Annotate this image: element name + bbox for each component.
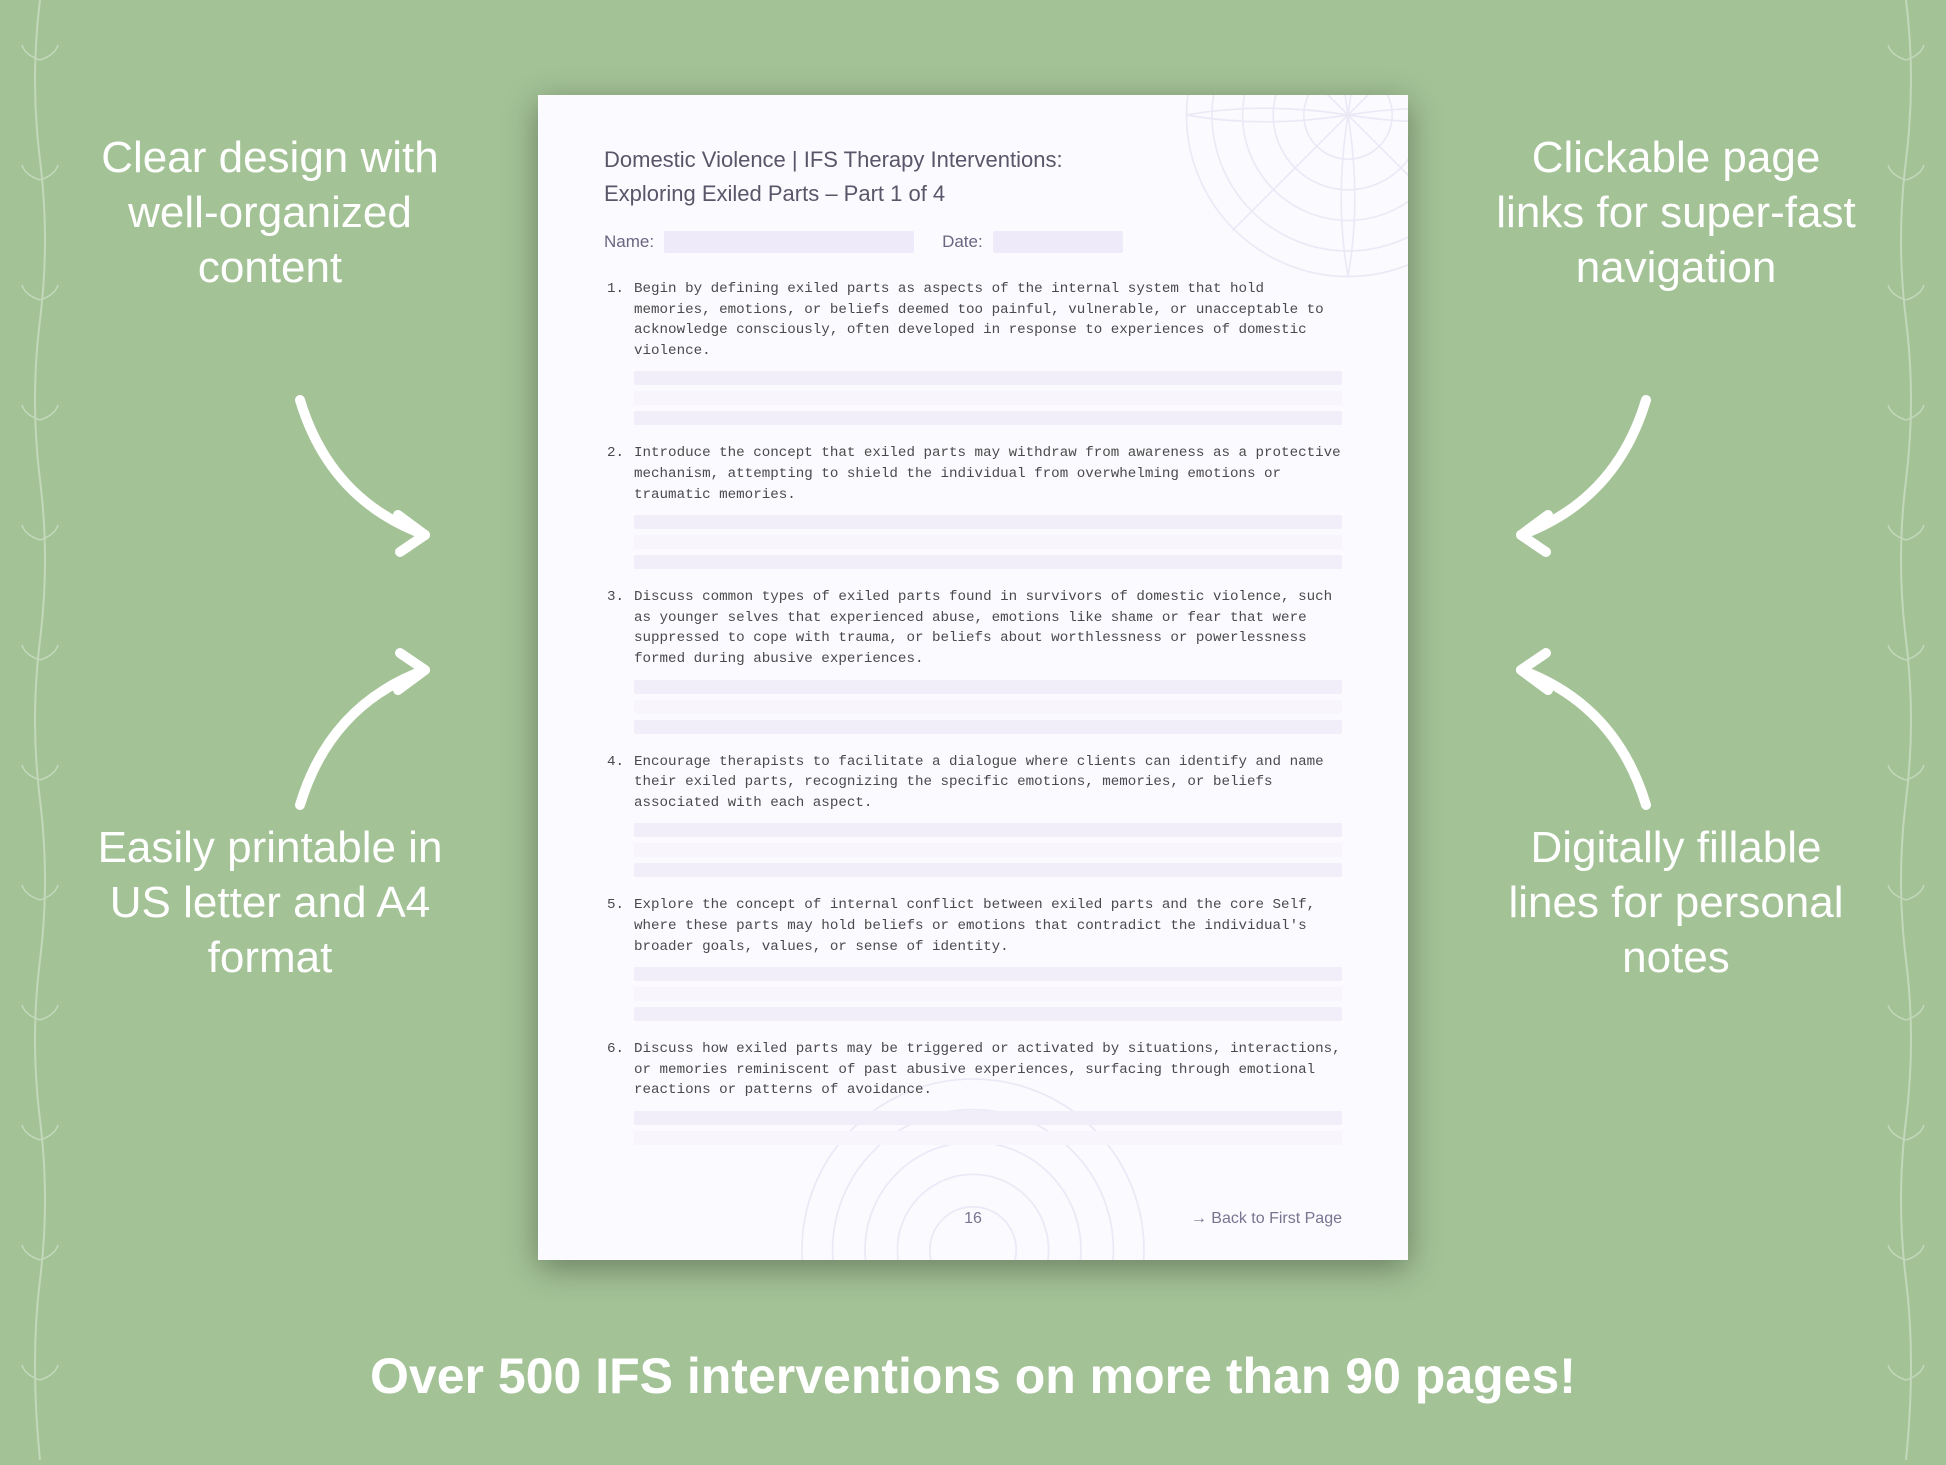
fillable-line[interactable] (634, 1131, 1342, 1145)
fillable-line[interactable] (634, 1111, 1342, 1125)
fillable-line[interactable] (634, 700, 1342, 714)
fillable-lines (634, 1111, 1342, 1145)
document-item: 5.Explore the concept of internal confli… (604, 895, 1342, 1021)
document-item: 2.Introduce the concept that exiled part… (604, 443, 1342, 569)
item-number: 3. (604, 587, 624, 669)
document-item: 1.Begin by defining exiled parts as aspe… (604, 279, 1342, 425)
document-item: 4.Encourage therapists to facilitate a d… (604, 752, 1342, 878)
fillable-line[interactable] (634, 535, 1342, 549)
vine-border-left (10, 0, 70, 1460)
document-meta-row: Name: Date: (604, 231, 1342, 253)
document-footer: 16 → Back to First Page (604, 1210, 1342, 1228)
vine-border-right (1876, 0, 1936, 1460)
arrow-top-left-icon (280, 380, 440, 560)
item-number: 2. (604, 443, 624, 505)
item-text: Begin by defining exiled parts as aspect… (634, 279, 1342, 361)
document-title: Domestic Violence | IFS Therapy Interven… (604, 147, 1342, 173)
callout-bottom-right: Digitally fillable lines for personal no… (1486, 820, 1866, 985)
fillable-lines (634, 823, 1342, 877)
name-input[interactable] (664, 231, 914, 253)
fillable-line[interactable] (634, 515, 1342, 529)
arrow-bottom-right-icon (1506, 645, 1666, 825)
fillable-line[interactable] (634, 391, 1342, 405)
date-label: Date: (942, 232, 983, 252)
fillable-line[interactable] (634, 680, 1342, 694)
document-item: 6.Discuss how exiled parts may be trigge… (604, 1039, 1342, 1145)
item-text: Explore the concept of internal conflict… (634, 895, 1342, 957)
fillable-line[interactable] (634, 555, 1342, 569)
callout-top-left: Clear design with well-organized content (80, 130, 460, 295)
document-items-list: 1.Begin by defining exiled parts as aspe… (604, 279, 1342, 1145)
document-page: Domestic Violence | IFS Therapy Interven… (538, 95, 1408, 1260)
fillable-lines (634, 967, 1342, 1021)
item-number: 1. (604, 279, 624, 361)
back-to-first-page-link[interactable]: → Back to First Page (1191, 1210, 1342, 1228)
fillable-line[interactable] (634, 843, 1342, 857)
name-label: Name: (604, 232, 654, 252)
item-number: 4. (604, 752, 624, 814)
fillable-line[interactable] (634, 1007, 1342, 1021)
item-text: Encourage therapists to facilitate a dia… (634, 752, 1342, 814)
date-field-wrapper: Date: (942, 231, 1123, 253)
document-item: 3.Discuss common types of exiled parts f… (604, 587, 1342, 733)
fillable-line[interactable] (634, 371, 1342, 385)
fillable-lines (634, 680, 1342, 734)
page-number: 16 (964, 1210, 982, 1228)
callout-bottom-left: Easily printable in US letter and A4 for… (80, 820, 460, 985)
fillable-line[interactable] (634, 720, 1342, 734)
fillable-line[interactable] (634, 411, 1342, 425)
item-text: Introduce the concept that exiled parts … (634, 443, 1342, 505)
fillable-lines (634, 515, 1342, 569)
fillable-line[interactable] (634, 987, 1342, 1001)
item-number: 5. (604, 895, 624, 957)
callout-top-right: Clickable page links for super-fast navi… (1486, 130, 1866, 295)
arrow-bottom-left-icon (280, 645, 440, 825)
arrow-top-right-icon (1506, 380, 1666, 560)
item-text: Discuss common types of exiled parts fou… (634, 587, 1342, 669)
promo-footer-text: Over 500 IFS interventions on more than … (0, 1347, 1946, 1405)
fillable-lines (634, 371, 1342, 425)
fillable-line[interactable] (634, 863, 1342, 877)
item-number: 6. (604, 1039, 624, 1101)
item-text: Discuss how exiled parts may be triggere… (634, 1039, 1342, 1101)
document-subtitle: Exploring Exiled Parts – Part 1 of 4 (604, 181, 1342, 207)
name-field-wrapper: Name: (604, 231, 914, 253)
date-input[interactable] (993, 231, 1123, 253)
fillable-line[interactable] (634, 823, 1342, 837)
fillable-line[interactable] (634, 967, 1342, 981)
